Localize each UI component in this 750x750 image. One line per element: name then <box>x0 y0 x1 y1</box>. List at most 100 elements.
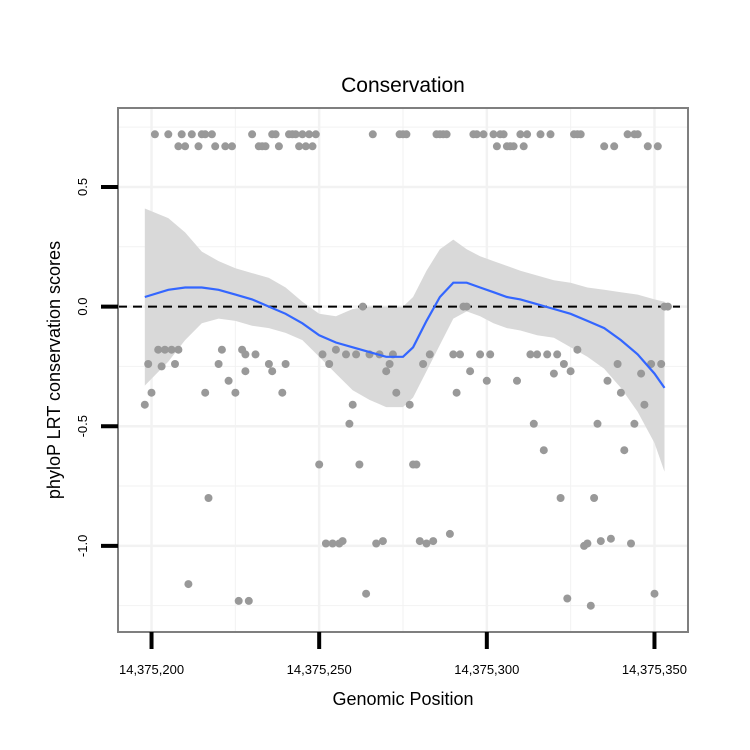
data-point <box>529 419 538 428</box>
smooth-fit <box>144 281 666 389</box>
data-point <box>637 369 646 378</box>
data-point <box>150 130 159 139</box>
data-point <box>291 130 300 139</box>
data-point <box>526 350 535 359</box>
data-point <box>140 400 149 409</box>
data-point <box>167 345 176 354</box>
data-point <box>244 596 253 605</box>
grid <box>118 108 688 632</box>
confidence-band-area <box>144 208 665 472</box>
data-point <box>606 534 615 543</box>
data-point <box>620 446 629 455</box>
data-point <box>566 367 575 376</box>
data-point <box>412 460 421 469</box>
data-point <box>623 130 632 139</box>
data-point <box>231 388 240 397</box>
smooth-fit-line <box>144 281 666 389</box>
data-point <box>479 130 488 139</box>
data-point <box>546 130 555 139</box>
data-point <box>378 537 387 546</box>
data-point <box>264 360 273 368</box>
data-point <box>194 142 203 151</box>
data-point <box>596 537 605 546</box>
data-point <box>456 350 464 359</box>
y-tick-label: 0.0 <box>75 298 90 316</box>
confidence-band <box>144 208 665 472</box>
data-point <box>600 142 609 151</box>
y-tick-label: 0.5 <box>75 178 90 196</box>
data-point <box>509 142 518 151</box>
data-point <box>331 345 340 354</box>
plot-frame <box>117 107 689 633</box>
data-point <box>315 460 324 469</box>
data-point <box>298 130 307 139</box>
data-point <box>429 537 438 546</box>
data-point <box>174 345 183 354</box>
data-point <box>338 537 347 546</box>
data-point <box>382 367 391 376</box>
data-point <box>499 130 508 139</box>
data-point <box>536 130 545 139</box>
data-point <box>211 142 220 151</box>
data-point <box>523 130 532 139</box>
data-point <box>187 130 196 139</box>
data-point <box>539 446 548 455</box>
data-point <box>248 130 257 139</box>
data-point <box>419 360 428 368</box>
data-point <box>368 130 377 139</box>
x-tick-label: 14,375,200 <box>119 662 184 677</box>
data-point <box>358 302 367 311</box>
data-point <box>489 130 498 139</box>
data-point <box>228 142 236 151</box>
data-point <box>251 350 260 359</box>
data-point <box>452 388 461 397</box>
data-point <box>492 142 501 151</box>
data-point <box>164 130 173 139</box>
data-point <box>476 350 485 359</box>
data-point <box>362 589 371 598</box>
data-point <box>308 142 317 151</box>
data-point <box>268 367 277 376</box>
data-point <box>348 400 357 409</box>
data-point <box>402 130 411 139</box>
data-point <box>177 130 186 139</box>
data-point <box>214 360 223 368</box>
data-point <box>563 594 572 603</box>
data-point <box>627 539 635 548</box>
data-point <box>372 539 381 548</box>
data-point <box>643 142 652 151</box>
data-point <box>513 376 521 385</box>
axes: 14,375,200 14,375,250 14,375,300 14,375,350… <box>75 178 687 677</box>
data-point <box>221 142 230 151</box>
data-point <box>573 345 582 354</box>
data-point <box>603 376 612 385</box>
data-point <box>342 350 350 359</box>
data-point <box>174 142 183 151</box>
x-tick-label: 14,375,250 <box>287 662 352 677</box>
x-tick-label: 14,375,350 <box>622 662 687 677</box>
x-axis-label: Genomic Position <box>332 689 473 709</box>
data-point <box>311 130 320 139</box>
data-point <box>486 350 495 359</box>
data-point <box>171 360 179 368</box>
data-point <box>147 388 156 397</box>
data-point <box>241 367 250 376</box>
data-point <box>422 539 431 548</box>
data-point <box>442 130 451 139</box>
data-point <box>576 130 585 139</box>
data-point <box>516 130 525 139</box>
data-point <box>415 537 424 546</box>
data-point <box>305 130 314 139</box>
data-point <box>616 388 625 397</box>
data-point <box>241 350 250 359</box>
chart-title: Conservation <box>341 74 465 97</box>
data-point <box>559 360 568 368</box>
data-point <box>590 494 599 502</box>
y-axis-label: phyloP LRT conservation scores <box>44 241 64 499</box>
y-tick-label: -0.5 <box>75 415 90 437</box>
data-point <box>328 539 337 548</box>
data-point <box>144 360 153 368</box>
data-point <box>630 419 639 428</box>
data-point <box>425 350 434 359</box>
